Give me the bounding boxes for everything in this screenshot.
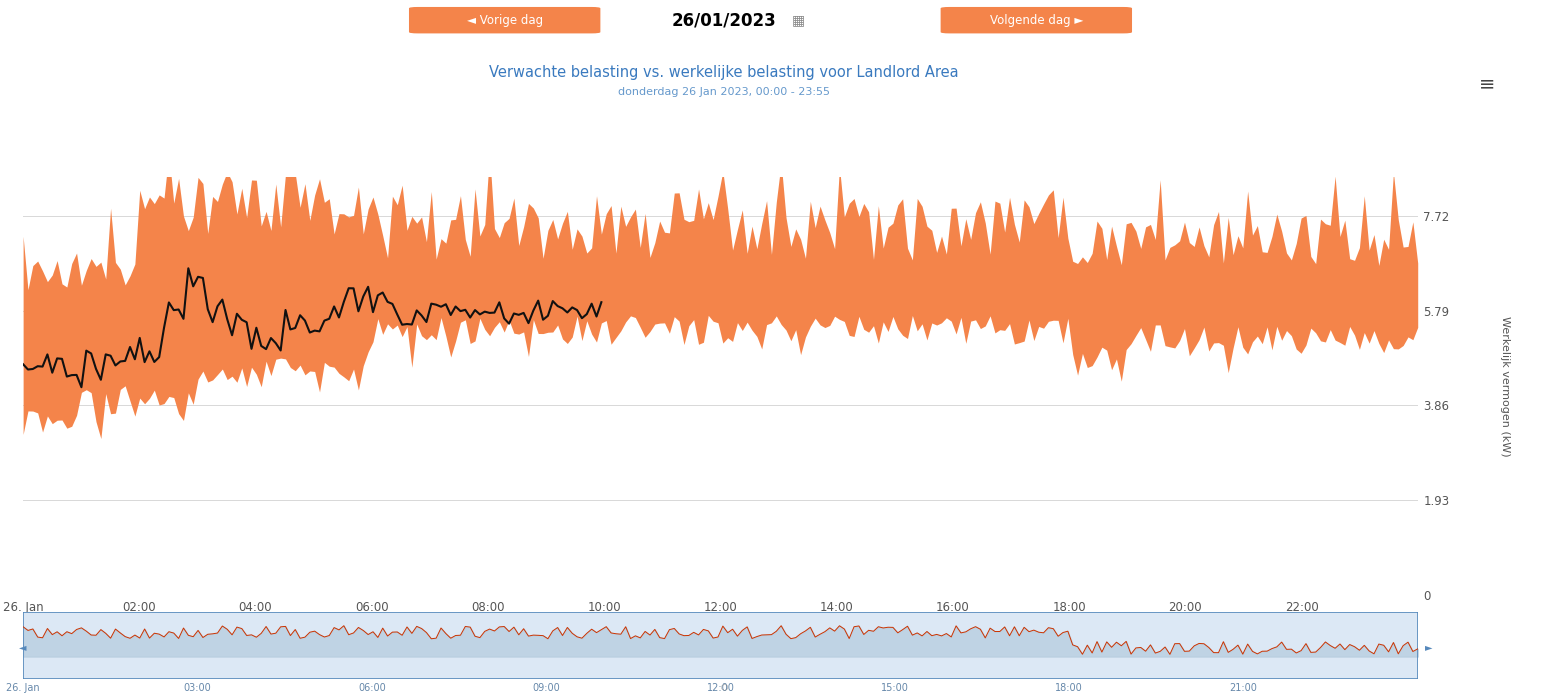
- Y-axis label: Werkelijk vermogen (kW): Werkelijk vermogen (kW): [1499, 316, 1510, 457]
- Text: donderdag 26 Jan 2023, 00:00 - 23:55: donderdag 26 Jan 2023, 00:00 - 23:55: [618, 88, 831, 97]
- Text: Verwachte belasting vs. werkelijke belasting voor Landlord Area: Verwachte belasting vs. werkelijke belas…: [490, 65, 959, 80]
- Text: Volgende dag ►: Volgende dag ►: [989, 14, 1083, 26]
- Text: ►: ►: [1425, 642, 1433, 652]
- Text: ≡: ≡: [1479, 74, 1495, 93]
- FancyBboxPatch shape: [408, 7, 601, 33]
- Text: ◄: ◄: [18, 642, 26, 652]
- FancyBboxPatch shape: [940, 7, 1133, 33]
- Text: ⬡: ⬡: [721, 683, 727, 692]
- Text: ◄ Vorige dag: ◄ Vorige dag: [467, 14, 542, 26]
- Text: 26/01/2023: 26/01/2023: [672, 11, 777, 29]
- Text: ▦: ▦: [792, 13, 804, 27]
